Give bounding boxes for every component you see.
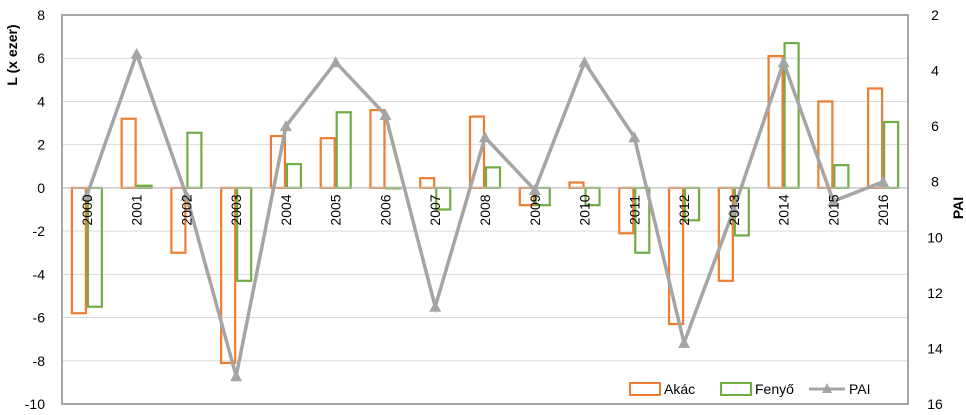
pai-marker-2004 [279,120,292,132]
legend-label-pai: PAI [849,381,871,397]
y-tick-label: 2 [37,137,45,153]
pai-marker-2005 [329,56,342,68]
y2-axis-title: PAI [950,197,966,219]
pai-marker-2009 [528,184,541,196]
pai-marker-2002 [180,189,193,201]
x-tick-label-2010: 2010 [577,194,593,225]
x-tick-label-2014: 2014 [776,194,792,225]
legend-swatch-fenyo [720,382,752,396]
bar-akc-2006 [369,108,386,189]
pai-marker-2012 [678,336,691,348]
x-tick-label-2011: 2011 [626,195,642,225]
y-tick-label: 6 [37,50,45,66]
x-tick-label-2003: 2003 [228,194,244,225]
pai-marker-2016 [877,175,890,187]
y2-tick-label: 16 [927,396,943,412]
x-tick-label-2001: 2001 [129,194,145,225]
pai-marker-2015 [827,195,840,207]
bar-akc-2016 [867,87,884,189]
y-axis-title: L (x ezer) [4,24,20,85]
x-tick-label-2000: 2000 [79,194,95,225]
pai-marker-2000 [80,189,93,201]
pai-marker-2003 [230,370,243,382]
bar-feny-2015 [833,164,850,189]
legend-label-akac: Akác [664,381,695,397]
legend-swatch-akac [629,382,661,396]
pai-marker-2006 [379,109,392,121]
tick-labels: 8 6 4 2 0 -2 -4 -6 -8 -10 2 4 6 8 10 12 14 16 [25,7,943,412]
y-tick-label: -8 [33,353,46,369]
y2-tick-label: 12 [927,285,943,301]
pai-marker-2008 [479,131,491,143]
y-tick-label: 4 [37,93,45,109]
y2-tick-label: 4 [931,63,939,79]
pai-marker-2013 [727,203,740,215]
bar-feny-2002 [186,131,203,189]
y-tick-label: -2 [33,223,46,239]
category-labels: 2000 2001 2002 2003 2004 2005 2006 2007 2008 2009… [79,194,891,225]
bar-akc-2010 [568,181,585,189]
bar-akc-2005 [319,137,336,189]
pai-marker-2011 [628,131,641,143]
pai-line [80,47,890,382]
x-tick-label-2012: 2012 [676,194,692,225]
bar-feny-2016 [883,120,900,189]
x-tick-label-2013: 2013 [726,194,742,225]
pai-marker-2007 [429,300,442,312]
y2-tick-label: 2 [931,7,939,23]
x-tick-label-2002: 2002 [178,194,194,225]
plot-frame [61,14,909,405]
bar-akc-2007 [419,177,436,189]
x-tick-label-2008: 2008 [477,194,493,225]
y-tick-label: -4 [33,266,46,282]
legend-marker-pai [822,383,832,393]
y-tick-label: -10 [25,396,45,412]
y2-tick-label: 6 [931,118,939,134]
pai-marker-2001 [130,47,143,59]
y2-tick-label: 8 [931,174,939,190]
bar-feny-2005 [335,111,352,189]
x-tick-label-2004: 2004 [278,194,294,225]
bar-feny-2008 [484,166,502,189]
y-tick-label: 8 [37,7,45,23]
y-tick-label: -6 [33,310,46,326]
x-tick-label-2007: 2007 [427,194,443,225]
legend: Akác Fenyő PAI [629,381,871,397]
pai-marker-2010 [578,56,591,68]
x-tick-label-2005: 2005 [328,194,344,225]
axes [61,14,909,405]
bar-akc-2001 [120,117,137,189]
legend-label-fenyo: Fenyő [755,381,794,397]
x-tick-label-2006: 2006 [377,194,393,225]
bar-feny-2004 [285,163,303,189]
x-tick-label-2009: 2009 [527,194,543,225]
x-tick-label-2015: 2015 [825,194,841,225]
y2-tick-label: 10 [927,229,943,245]
pai-marker-2014 [777,56,790,68]
x-tick-label-2016: 2016 [875,194,891,225]
y-tick-label: 0 [37,180,45,196]
y2-tick-label: 14 [927,340,943,356]
